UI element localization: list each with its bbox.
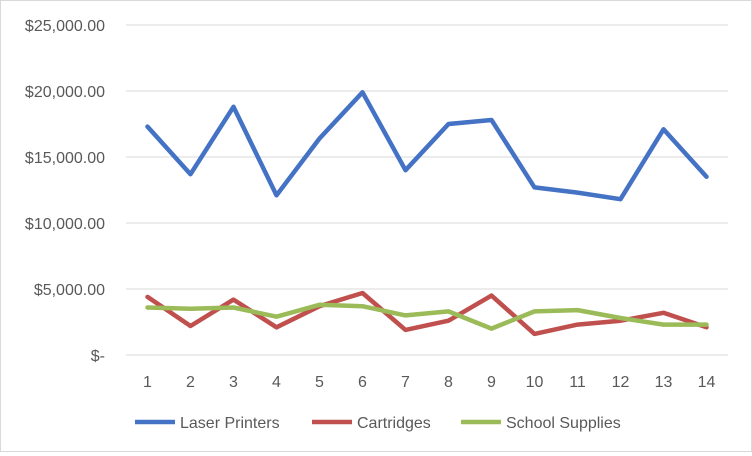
legend-label: Laser Printers (180, 415, 280, 432)
x-tick-label: 8 (444, 374, 453, 391)
y-tick-label: $10,000.00 (25, 216, 105, 233)
y-tick-label: $20,000.00 (25, 84, 105, 101)
legend-item: Laser Printers (135, 415, 280, 432)
x-tick-label: 1 (143, 374, 152, 391)
x-tick-label: 9 (487, 374, 496, 391)
legend-item: School Supplies (461, 415, 621, 432)
series-line-school-supplies (145, 302, 709, 331)
series-lines (145, 90, 709, 337)
x-tick-label: 14 (698, 374, 716, 391)
x-tick-label: 6 (358, 374, 367, 391)
legend-item: Cartridges (312, 415, 431, 432)
gridlines (126, 24, 728, 356)
x-tick-label: 2 (186, 374, 195, 391)
x-tick-label: 13 (655, 374, 673, 391)
y-tick-label: $25,000.00 (25, 18, 105, 35)
legend-label: Cartridges (357, 415, 431, 432)
y-tick-label: $15,000.00 (25, 150, 105, 167)
x-axis-tick-labels: 1 2 3 4 5 6 7 8 9 10 11 12 13 14 (143, 374, 715, 391)
x-tick-label: 10 (526, 374, 544, 391)
y-axis-tick-labels: $- $5,000.00 $10,000.00 $15,000.00 $20,000.0… (25, 18, 105, 365)
x-tick-label: 5 (315, 374, 324, 391)
legend: Laser Printers Cartridges School Supplies (135, 415, 621, 432)
x-tick-label: 7 (401, 374, 410, 391)
x-tick-label: 3 (229, 374, 238, 391)
series-line-laser-printers (145, 90, 709, 202)
x-tick-label: 11 (569, 374, 586, 391)
series-line-cartridges (145, 290, 709, 337)
legend-label: School Supplies (506, 415, 621, 432)
x-tick-label: 12 (612, 374, 630, 391)
y-tick-label: $5,000.00 (34, 282, 105, 299)
x-tick-label: 4 (272, 374, 281, 391)
y-tick-label: $- (91, 348, 105, 365)
